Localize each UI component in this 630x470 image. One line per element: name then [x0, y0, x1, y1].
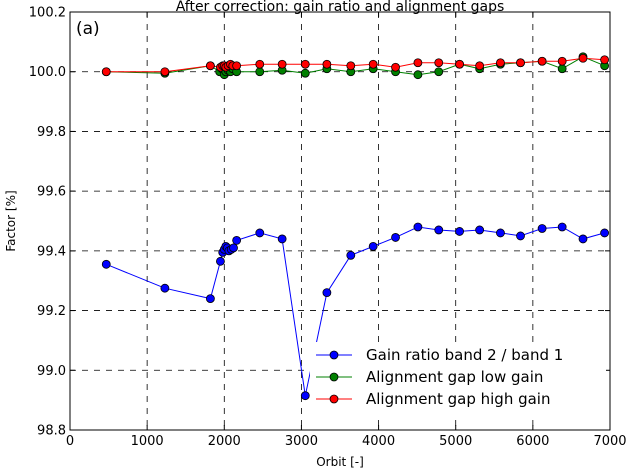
- data-point: [537, 224, 547, 233]
- data-point: [101, 67, 111, 77]
- data-point: [255, 67, 265, 77]
- data-point: [391, 233, 400, 242]
- data-point: [205, 61, 215, 71]
- data-point: [205, 294, 215, 304]
- data-point: [368, 241, 378, 251]
- data-point: [557, 56, 567, 66]
- data-point: [434, 225, 444, 235]
- data-point: [277, 234, 287, 244]
- data-point: [516, 58, 525, 68]
- data-point: [455, 59, 464, 69]
- x-axis-label: Orbit [-]: [316, 455, 364, 469]
- legend-item: Alignment gap high gain: [316, 390, 550, 408]
- data-point: [413, 58, 423, 68]
- legend-label: Alignment gap high gain: [366, 390, 550, 408]
- data-point: [391, 62, 400, 72]
- legend-marker: [329, 372, 339, 382]
- data-point: [232, 236, 242, 245]
- y-tick-label: 100.0: [29, 65, 66, 80]
- data-point: [322, 59, 332, 69]
- data-point: [496, 228, 505, 238]
- data-point: [434, 67, 444, 77]
- y-tick-label: 99.0: [37, 364, 66, 379]
- data-point: [475, 61, 485, 71]
- data-point: [413, 222, 423, 232]
- x-tick-label: 6000: [516, 434, 549, 449]
- legend-label: Alignment gap low gain: [366, 368, 543, 386]
- data-point: [300, 68, 310, 78]
- data-point: [300, 391, 310, 401]
- series-layer: [101, 52, 609, 401]
- legend-item: Alignment gap low gain: [316, 368, 543, 386]
- plot-frame: [69, 11, 611, 431]
- data-point: [557, 222, 567, 232]
- x-tick-label: 0: [66, 434, 74, 449]
- y-tick-label: 99.6: [37, 185, 66, 200]
- x-tick-label: 7000: [593, 434, 626, 449]
- data-point: [346, 61, 356, 71]
- data-point: [255, 228, 265, 238]
- data-point: [578, 234, 588, 244]
- x-tick-label: 3000: [285, 434, 318, 449]
- data-point: [322, 288, 332, 298]
- chart-title: After correction: gain ratio and alignme…: [176, 0, 505, 15]
- x-tick-label: 5000: [439, 434, 472, 449]
- data-point: [229, 243, 238, 253]
- y-tick-label: 100.2: [29, 6, 66, 21]
- data-point: [557, 64, 567, 74]
- y-tick-label: 99.2: [37, 304, 66, 319]
- x-tick-label: 1000: [131, 434, 164, 449]
- legend-label: Gain ratio band 2 / band 1: [366, 346, 563, 364]
- legend-marker: [329, 394, 339, 404]
- data-point: [101, 259, 111, 269]
- data-point: [255, 59, 265, 69]
- x-tick-label: 4000: [362, 434, 395, 449]
- y-axis-label: Factor [%]: [4, 190, 18, 251]
- data-point: [600, 228, 609, 238]
- data-point: [537, 56, 547, 66]
- data-point: [277, 59, 287, 69]
- legend-background: [310, 342, 606, 414]
- ticks: 0 1000 2000 3000 4000 5000 6000 7000 98.8 99.0 99.…: [29, 6, 627, 450]
- x-tick-label: 2000: [208, 434, 241, 449]
- data-point: [578, 53, 588, 63]
- data-point: [160, 283, 170, 293]
- data-point: [434, 58, 444, 68]
- series-markers-3: [101, 53, 609, 77]
- data-point: [516, 231, 525, 241]
- data-point: [496, 58, 505, 68]
- data-point: [475, 225, 485, 235]
- legend: Gain ratio band 2 / band 1 Alignment gap …: [310, 342, 606, 414]
- legend-marker: [329, 350, 339, 360]
- y-tick-label: 99.4: [37, 244, 66, 259]
- series-markers-1: [101, 222, 609, 401]
- data-point: [455, 227, 464, 236]
- data-point: [413, 70, 423, 80]
- data-point: [368, 59, 378, 69]
- y-tick-label: 99.8: [37, 125, 66, 140]
- panel-label: (a): [76, 19, 100, 39]
- data-point: [346, 250, 356, 260]
- data-point: [160, 67, 170, 77]
- data-point: [216, 256, 225, 266]
- data-point: [232, 61, 242, 71]
- data-point: [300, 59, 310, 69]
- legend-item: Gain ratio band 2 / band 1: [316, 346, 563, 364]
- data-point: [600, 55, 609, 65]
- y-tick-label: 98.8: [37, 424, 66, 439]
